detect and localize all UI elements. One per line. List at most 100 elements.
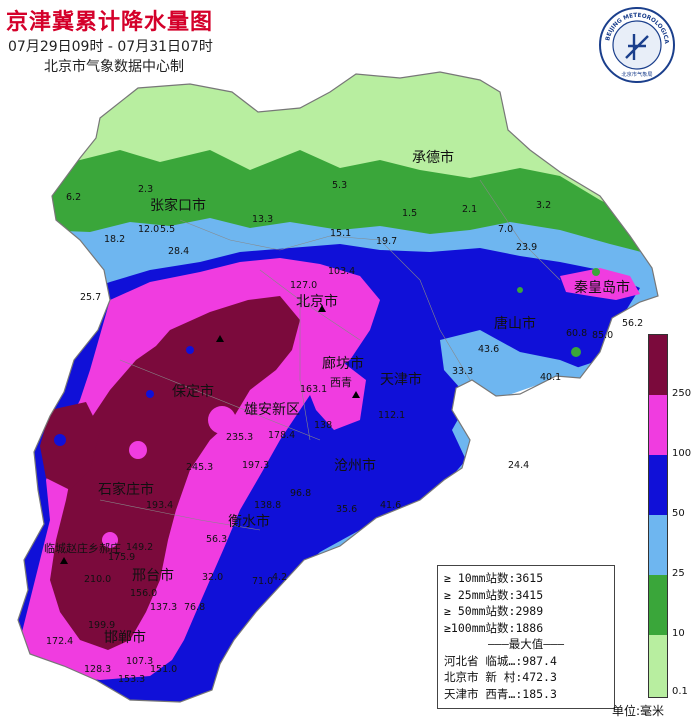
legend-tick: 250	[672, 388, 691, 399]
value-label: 60.8	[566, 328, 587, 339]
county-lines	[99, 179, 561, 531]
spot	[186, 346, 194, 354]
time-range: 07月29日09时 - 07月31日07时	[8, 39, 213, 55]
value-label: 32.0	[202, 572, 223, 583]
stat-row: ≥ 50mm站数:2989	[444, 604, 544, 618]
city-label-qinhuangdao: 秦皇岛市	[574, 279, 630, 296]
value-label: 7.0	[498, 224, 513, 235]
spot	[146, 390, 154, 398]
value-label: 5.5	[160, 224, 175, 235]
spot	[571, 347, 581, 357]
city-label-xiongan: 雄安新区	[244, 402, 300, 418]
legend-tick: 25	[672, 568, 685, 579]
value-label: 197.3	[242, 460, 269, 471]
value-label: 24.4	[508, 460, 529, 471]
region-border	[17, 71, 659, 703]
spot	[517, 287, 523, 293]
legend-tick: 10	[672, 628, 685, 639]
marker-triangle	[352, 391, 360, 398]
band-100-250-east	[560, 268, 640, 300]
legend-tick: 0.1	[672, 686, 688, 697]
value-label: 19.7	[376, 236, 397, 247]
value-label: 15.1	[330, 228, 351, 239]
spot	[54, 434, 66, 446]
stat-row: ≥ 25mm站数:3415	[444, 587, 544, 602]
unit-label: 单位:毫米	[612, 704, 665, 718]
value-label: 127.0	[290, 280, 317, 291]
value-label: 112.1	[378, 410, 405, 421]
spot	[102, 532, 118, 548]
value-label: 18.2	[104, 234, 125, 245]
city-label-xingtai: 邢台市	[132, 567, 174, 584]
legend-swatch-0-10	[649, 635, 667, 697]
station-stats-box: ≥ 10mm站数:3615 ≥ 25mm站数:3415 ≥ 50mm站数:298…	[437, 565, 615, 709]
value-label: 178.4	[268, 430, 295, 441]
value-label: 56.2	[622, 318, 643, 329]
value-label: 245.3	[186, 462, 213, 473]
value-label: 128.3	[84, 664, 111, 675]
marker-triangle	[216, 335, 224, 342]
legend-swatch-50-100	[649, 455, 667, 515]
logo-bottom-text: 北京市气象局	[621, 70, 652, 78]
value-label: 138	[314, 420, 332, 431]
value-label: 35.6	[336, 504, 357, 515]
stat-row: ≥ 10mm站数:3615	[444, 571, 544, 585]
spot	[208, 406, 236, 434]
value-label: 156.0	[130, 588, 157, 599]
max-row: 天津市 西青…:185.3	[444, 686, 557, 701]
max-row: 北京市 新 村:472.3	[444, 670, 557, 684]
producer-label: 北京市气象数据中心制	[44, 59, 184, 75]
value-label: 137.3	[150, 602, 177, 613]
legend-swatch-10-25	[649, 575, 667, 635]
value-label: 23.9	[516, 242, 537, 253]
value-label: 172.4	[46, 636, 73, 647]
value-label: 33.3	[452, 366, 473, 377]
city-label-cangzhou: 沧州市	[334, 457, 376, 474]
value-label: 163.1	[300, 384, 327, 395]
spot	[592, 268, 600, 276]
legend-swatch-25-50	[649, 515, 667, 575]
marker-triangle	[60, 557, 68, 564]
value-label: 40.1	[540, 372, 561, 383]
value-label: 210.0	[84, 574, 111, 585]
marker-triangle	[318, 305, 326, 312]
value-label: 103.4	[328, 266, 355, 277]
band-over-250	[50, 296, 300, 650]
value-label: 151.0	[150, 664, 177, 675]
value-label: 85.0	[592, 330, 613, 341]
value-label: 138.8	[254, 500, 281, 511]
value-label: 3.2	[536, 200, 551, 211]
legend-tick: 100	[672, 448, 691, 459]
value-label: 1.5	[402, 208, 417, 219]
legend-tick: 50	[672, 508, 685, 519]
value-label: 28.4	[168, 246, 189, 257]
value-label: 107.3	[126, 656, 153, 667]
value-label: 175.9	[108, 552, 135, 563]
stat-row: ≥100mm站数:1886	[444, 620, 544, 635]
value-label: 153.3	[118, 674, 145, 685]
value-label: 76.8	[184, 602, 205, 613]
value-label: 12.0	[138, 224, 159, 235]
value-label: 193.4	[146, 500, 173, 511]
value-label: 235.3	[226, 432, 253, 443]
value-label: 41.6	[380, 500, 401, 511]
value-label: 149.2	[126, 542, 153, 553]
xiqing-label: 西青	[330, 376, 352, 389]
map-title: 京津冀累计降水量图	[6, 10, 214, 35]
value-label: 25.7	[80, 292, 101, 303]
value-label: 96.8	[290, 488, 311, 499]
value-label: 13.3	[252, 214, 273, 225]
value-label: 6.2	[66, 192, 81, 203]
city-label-tangshan: 唐山市	[494, 315, 536, 332]
band-over-250-west	[40, 402, 100, 490]
value-label: 56.3	[206, 534, 227, 545]
value-label: 5.3	[332, 180, 347, 191]
max-header: ———最大值———	[487, 637, 565, 651]
bohai-sea	[440, 380, 680, 560]
value-label: 199.9	[88, 620, 115, 631]
band-100-250-langfang	[300, 360, 366, 430]
bms-logo: BEIJING METEOROLOGICAL SERVICE 北京市气象局	[598, 6, 675, 83]
spot	[129, 441, 147, 459]
legend-swatch-100-250	[649, 395, 667, 455]
city-label-langfang: 廊坊市	[322, 355, 364, 372]
